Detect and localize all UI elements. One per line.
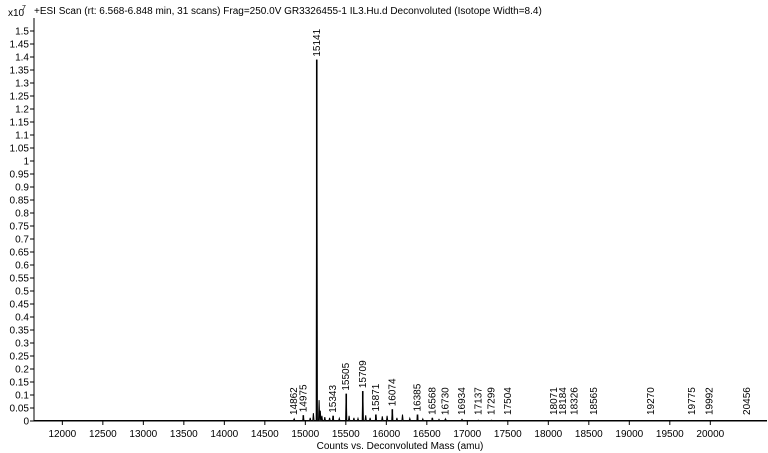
y-tick-label: 1.45: [10, 40, 30, 51]
x-tick-label: 19500: [656, 429, 684, 440]
y-tick-label: 0.3: [15, 339, 29, 350]
y-tick-label: 1.3: [15, 79, 29, 90]
y-tick-label: 0.2: [15, 365, 29, 376]
x-tick-label: 13500: [170, 429, 198, 440]
peak-label: 16568: [427, 387, 438, 415]
y-tick-label: 1.25: [10, 92, 30, 103]
y-tick-label: 1.5: [15, 27, 29, 38]
peak-label: 15871: [371, 383, 382, 411]
x-axis-title: Counts vs. Deconvoluted Mass (amu): [317, 441, 484, 452]
peak-label: 17504: [503, 387, 514, 415]
peak-label: 16730: [441, 387, 452, 415]
y-tick-label: 0.7: [15, 235, 29, 246]
peak-label: 15141: [312, 28, 323, 56]
peak-label: 15709: [358, 360, 369, 388]
peak-label: 16074: [387, 378, 398, 406]
y-tick-label: 0.1: [15, 391, 29, 402]
chart-title: +ESI Scan (rt: 6.568-6.848 min, 31 scans…: [34, 6, 542, 17]
peak-label: 19270: [646, 387, 657, 415]
peak-label: 16385: [413, 383, 424, 411]
y-tick-label: 1.2: [15, 105, 29, 116]
x-tick-label: 16500: [413, 429, 441, 440]
peak-label: 18184: [558, 387, 569, 415]
y-tick-label: 1.1: [15, 131, 29, 142]
peak-label: 20456: [742, 387, 753, 415]
x-tick-label: 17000: [453, 429, 481, 440]
y-tick-label: 1.05: [10, 144, 30, 155]
y-tick-label: 0.6: [15, 261, 29, 272]
y-tick-label: 1.15: [10, 118, 30, 129]
x-tick-label: 18000: [534, 429, 562, 440]
x-tick-label: 13000: [129, 429, 157, 440]
y-tick-label: 1: [23, 157, 29, 168]
y-tick-label: 0.35: [10, 326, 30, 337]
x-tick-label: 16000: [372, 429, 400, 440]
peak-label: 17299: [487, 387, 498, 415]
spectrum-trace: [34, 59, 767, 421]
y-multiplier-base: x10: [8, 8, 25, 19]
y-tick-label: 0.95: [10, 170, 30, 181]
x-tick-label: 20000: [696, 429, 724, 440]
peak-label: 16934: [457, 387, 468, 415]
y-tick-label: 0.55: [10, 274, 30, 285]
y-tick-label: 0.9: [15, 183, 29, 194]
y-tick-label: 0.8: [15, 209, 29, 220]
y-tick-label: 0: [23, 417, 29, 428]
peak-label: 19992: [705, 387, 716, 415]
y-tick-label: 1.35: [10, 66, 30, 77]
peak-label: 18326: [570, 387, 581, 415]
x-tick-label: 12500: [89, 429, 117, 440]
x-tick-label: 15500: [332, 429, 360, 440]
plot-area: 0 0.05 0.1 0.15 0.2 0.25 0.3 0.35 0.4 0.45 0.5 0.55…: [10, 18, 767, 440]
peak-label: 18565: [589, 387, 600, 415]
y-tick-label: 0.25: [10, 352, 30, 363]
x-tick-label: 14500: [251, 429, 279, 440]
peak-label: 15505: [341, 362, 352, 390]
peak-label: 14975: [298, 384, 309, 412]
x-tick-label: 18500: [575, 429, 603, 440]
y-tick-label: 0.4: [15, 313, 29, 324]
y-tick-label: 1.4: [15, 53, 29, 64]
peak-label: 19775: [687, 387, 698, 415]
x-tick-label: 15000: [291, 429, 319, 440]
y-tick-label: 0.65: [10, 248, 30, 259]
y-tick-label: 0.5: [15, 287, 29, 298]
y-tick-label: 0.45: [10, 300, 30, 311]
y-tick-label: 0.05: [10, 404, 30, 415]
x-tick-label: 14000: [210, 429, 238, 440]
y-multiplier-exponent: 7: [22, 5, 26, 12]
x-tick-label: 17500: [494, 429, 522, 440]
x-tick-label: 12000: [48, 429, 76, 440]
y-tick-label: 0.15: [10, 378, 30, 389]
peak-label: 18071: [549, 387, 560, 415]
peak-label: 15343: [328, 385, 339, 413]
x-tick-label: 19000: [615, 429, 643, 440]
peak-label: 14862: [289, 387, 300, 415]
y-tick-label: 0.85: [10, 196, 30, 207]
peak-label: 17137: [473, 387, 484, 415]
y-tick-label: 0.75: [10, 222, 30, 233]
